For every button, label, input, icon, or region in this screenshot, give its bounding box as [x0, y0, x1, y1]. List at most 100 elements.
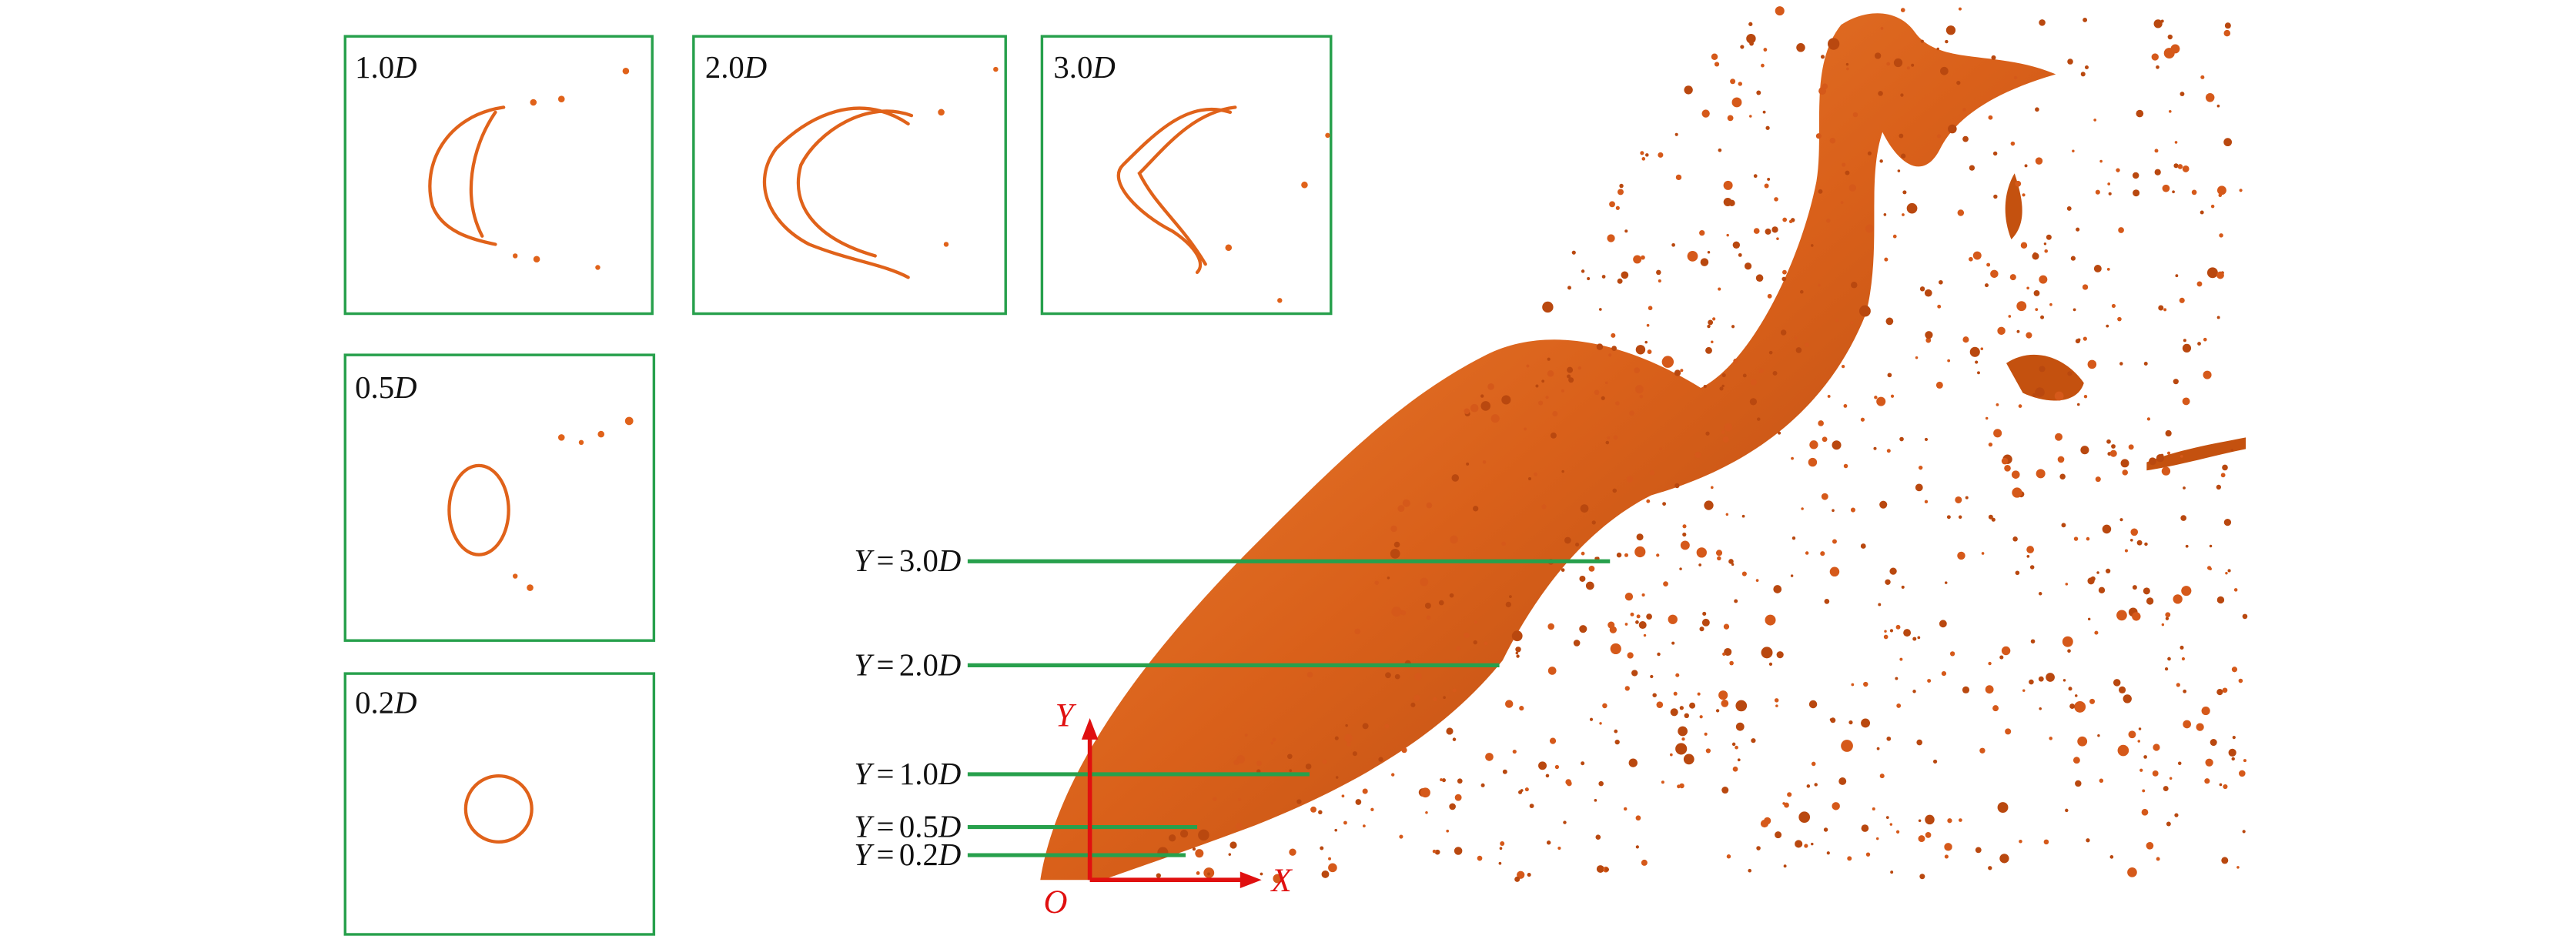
droplet	[2142, 789, 2146, 793]
droplet	[1355, 799, 1362, 805]
droplet	[1721, 373, 1726, 378]
droplet	[2046, 673, 2055, 682]
droplet	[2062, 679, 2066, 682]
droplet	[2242, 830, 2246, 834]
droplet	[1899, 436, 1904, 442]
droplet	[2070, 256, 2076, 261]
ligament	[2146, 437, 2246, 471]
droplet	[1643, 633, 1647, 637]
droplet	[2216, 484, 2221, 490]
droplet	[1775, 704, 1778, 707]
droplet	[1671, 242, 1675, 247]
droplet	[1485, 753, 1494, 761]
droplet	[2087, 359, 2097, 369]
droplet	[1547, 667, 1557, 675]
droplet	[1783, 864, 1787, 868]
droplet	[1886, 736, 1892, 741]
droplet	[1768, 662, 1773, 667]
droplet	[1480, 783, 1485, 787]
droplet	[2106, 568, 2111, 574]
droplet	[2174, 141, 2178, 144]
droplet	[2075, 780, 2082, 787]
droplet	[1975, 360, 1979, 364]
droplet	[1663, 581, 1668, 587]
droplet	[2044, 249, 2049, 253]
droplet	[1207, 872, 1211, 876]
droplet	[2116, 168, 2120, 172]
droplet	[1997, 326, 2006, 336]
droplet	[2067, 58, 2073, 65]
droplet	[1861, 718, 1871, 728]
droplet	[2144, 542, 2148, 546]
label-unit: D	[938, 757, 961, 791]
panel-label: 3.0D	[1053, 50, 1115, 85]
droplet	[1751, 738, 1756, 744]
droplet	[1941, 670, 1947, 677]
droplet	[1879, 500, 1888, 509]
droplet	[1679, 567, 1682, 570]
droplet	[1796, 43, 1805, 52]
droplet	[1732, 766, 1738, 772]
droplet	[2165, 429, 2172, 437]
droplet	[2039, 707, 2042, 710]
droplet	[1782, 217, 1788, 222]
droplet	[2201, 707, 2210, 716]
droplet	[2072, 149, 2075, 152]
label-variable: Y	[854, 757, 875, 791]
droplet	[2039, 19, 2046, 26]
droplet	[1580, 504, 1589, 513]
droplet	[1988, 866, 1992, 870]
label-value: 3.0	[1053, 50, 1092, 85]
droplet	[1918, 835, 1925, 843]
droplet	[1944, 843, 1952, 851]
droplet	[938, 109, 945, 116]
droplet	[1889, 629, 1894, 633]
droplet	[2216, 271, 2224, 279]
droplet	[1399, 834, 1403, 839]
droplet	[2117, 316, 2122, 322]
label-variable: Y	[854, 809, 875, 844]
droplet	[2141, 808, 2149, 816]
droplet	[2181, 657, 2186, 661]
droplet	[2043, 839, 2049, 845]
droplet	[2165, 617, 2170, 620]
droplet	[1895, 624, 1901, 630]
droplet	[2136, 109, 2144, 118]
droplet	[1860, 417, 1865, 422]
droplet	[2010, 141, 2016, 146]
droplet	[2161, 623, 2165, 627]
droplet	[2035, 107, 2039, 112]
droplet	[1609, 201, 1615, 208]
droplet	[1778, 431, 1781, 435]
droplet	[1624, 592, 1634, 601]
droplet	[2119, 686, 2126, 693]
droplet	[1237, 797, 1242, 801]
droplet	[1924, 500, 1929, 504]
droplet	[1715, 709, 1720, 713]
droplet	[2065, 808, 2069, 813]
droplet	[1738, 82, 1742, 86]
droplet	[624, 416, 634, 426]
droplet	[1635, 620, 1639, 624]
droplet	[1707, 250, 1711, 254]
droplet	[1903, 629, 1912, 637]
droplet	[1596, 865, 1604, 874]
droplet	[1723, 180, 1733, 190]
droplet	[1826, 219, 1831, 223]
droplet	[1886, 62, 1890, 66]
droplet	[2061, 523, 2066, 528]
droplet	[1711, 53, 1718, 61]
droplet	[1969, 346, 1980, 357]
droplet	[1698, 563, 1702, 566]
droplet	[1858, 305, 1871, 317]
droplet	[1579, 576, 1586, 582]
droplet	[1815, 133, 1822, 139]
droplet	[1661, 356, 1674, 368]
droplet	[2133, 189, 2140, 197]
droplet	[1296, 799, 1302, 804]
droplet	[1425, 810, 1428, 814]
droplet	[1832, 509, 1835, 512]
droplet	[1821, 493, 1828, 500]
droplet	[1599, 722, 1602, 725]
droplet	[2132, 612, 2141, 621]
